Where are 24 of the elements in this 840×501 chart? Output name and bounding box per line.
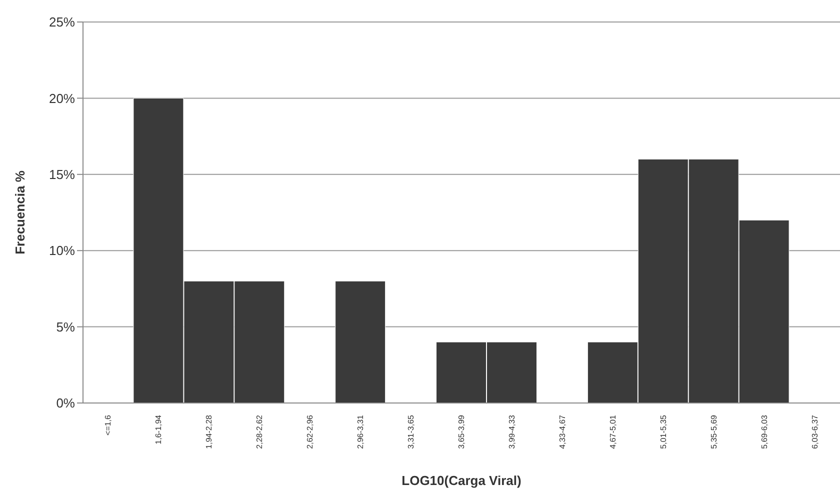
x-tick-label: 3,31-3,65: [406, 414, 416, 449]
x-tick-label: 6,03-6,37: [810, 414, 820, 449]
x-tick-label: 2,62-2,96: [306, 414, 315, 449]
x-tick-label: 1,6-1,94: [154, 414, 164, 444]
bar: [335, 280, 386, 403]
x-tick-label: 2,96-3,31: [356, 414, 366, 449]
x-tick-label: 4,67-5,01: [608, 414, 618, 449]
x-tick-label: 5,01-5,35: [658, 414, 668, 449]
x-tick-label: 5,69-6,03: [760, 414, 769, 449]
y-tick-label: 25%: [48, 14, 76, 30]
x-tick-label: <=1,6: [104, 414, 113, 436]
y-tick-label: 20%: [48, 90, 76, 106]
y-tick-label: 0%: [56, 396, 76, 411]
y-tick-label: 15%: [48, 167, 76, 182]
x-tick-label: 5,35-5,69: [709, 414, 718, 449]
y-axis-title: Frecuencia %: [12, 170, 28, 254]
y-tick-label: 5%: [56, 319, 76, 334]
x-axis-title: LOG10(Carga Viral): [402, 473, 522, 488]
x-tick-label: 3,99-4,33: [507, 414, 516, 449]
x-tick-label: 3,65-3,99: [457, 414, 466, 449]
x-tick-label: 2,28-2,62: [255, 414, 264, 449]
y-tick-label: 10%: [48, 243, 76, 258]
x-tick-label: 4,33-4,67: [558, 414, 567, 449]
x-tick-label: 1,94-2,28: [204, 414, 214, 449]
